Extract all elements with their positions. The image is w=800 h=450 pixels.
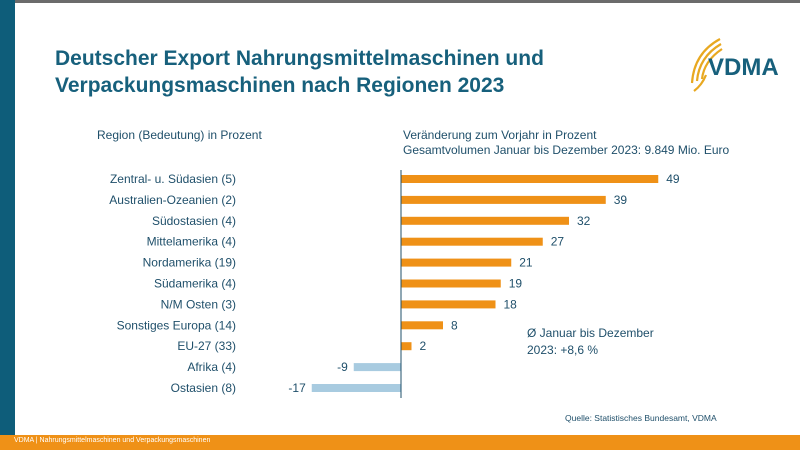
title-line-2: Verpackungsmaschinen nach Regionen 2023 xyxy=(55,74,505,97)
bar xyxy=(401,237,543,246)
value-label: 2 xyxy=(420,339,427,353)
bar xyxy=(401,279,501,288)
bar xyxy=(401,321,443,330)
source-note: Quelle: Statistisches Bundesamt, VDMA xyxy=(565,413,717,423)
value-label: 8 xyxy=(451,318,458,332)
bar xyxy=(401,175,659,183)
category-label: Südostasien (4) xyxy=(152,214,236,228)
value-label: -17 xyxy=(288,381,306,395)
value-label: 49 xyxy=(666,172,680,186)
category-label: Südamerika (4) xyxy=(154,277,236,291)
bar xyxy=(401,258,512,267)
category-label: EU-27 (33) xyxy=(177,339,236,353)
bar xyxy=(311,384,401,392)
value-label: 19 xyxy=(509,277,523,291)
value-label: -9 xyxy=(337,360,348,374)
top-border xyxy=(0,0,800,3)
vdma-logo: VDMA xyxy=(690,38,779,92)
value-label: 21 xyxy=(519,256,533,270)
category-label: Afrika (4) xyxy=(187,360,236,374)
annotation-line-1: Ø Januar bis Dezember xyxy=(527,326,654,340)
category-label: Mittelamerika (4) xyxy=(147,235,236,249)
category-label: Ostasien (8) xyxy=(171,381,236,395)
value-label: 27 xyxy=(551,235,565,249)
left-accent-bar xyxy=(0,0,15,436)
svg-text:VDMA: VDMA xyxy=(708,54,779,81)
value-label: 18 xyxy=(504,297,518,311)
bar xyxy=(401,195,606,204)
bar xyxy=(353,363,401,372)
category-label: Sonstiges Europa (14) xyxy=(117,318,236,332)
bar xyxy=(401,216,569,225)
category-label: Nordamerika (19) xyxy=(143,256,236,270)
value-label: 39 xyxy=(614,193,628,207)
left-header: Region (Bedeutung) in Prozent xyxy=(97,128,262,142)
annotation-line-2: 2023: +8,6 % xyxy=(527,343,599,357)
category-label: Zentral- u. Südasien (5) xyxy=(110,172,236,186)
right-header-2: Gesamtvolumen Januar bis Dezember 2023: … xyxy=(403,143,730,157)
bar xyxy=(401,342,412,351)
bar xyxy=(401,300,496,309)
footer-bar: VDMA | Nahrungsmittelmaschinen und Verpa… xyxy=(0,435,800,450)
right-header-1: Veränderung zum Vorjahr in Prozent xyxy=(403,128,597,142)
title-line-1: Deutscher Export Nahrungsmittelmaschinen… xyxy=(55,47,544,70)
category-label: Australien-Ozeanien (2) xyxy=(109,193,236,207)
value-label: 32 xyxy=(577,214,591,228)
footer-text: VDMA | Nahrungsmittelmaschinen und Verpa… xyxy=(14,437,211,444)
category-label: N/M Osten (3) xyxy=(161,297,236,311)
average-annotation: Ø Januar bis Dezember 2023: +8,6 % xyxy=(527,325,654,359)
page-title: Deutscher Export Nahrungsmittelmaschinen… xyxy=(55,45,544,99)
